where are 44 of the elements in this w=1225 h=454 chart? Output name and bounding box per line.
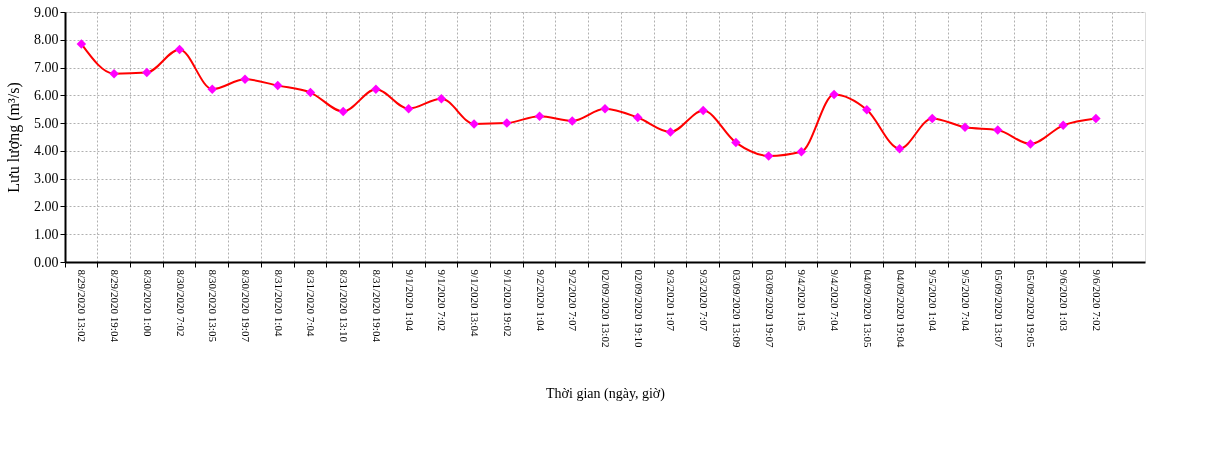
x-tick-label: 02/09/2020 19:10 xyxy=(632,269,645,348)
y-tick-label: 1.00 xyxy=(34,226,59,242)
x-tick-label: 8/31/2020 19:04 xyxy=(370,269,383,343)
y-tick-label: 2.00 xyxy=(34,198,59,214)
y-tick-label: 8.00 xyxy=(34,32,59,48)
x-tick-label: 9/6/2020 7:02 xyxy=(1090,269,1103,331)
x-tick-label: 9/6/2020 1:03 xyxy=(1058,269,1071,332)
y-tick-label: 0.00 xyxy=(34,254,59,270)
x-tick-label: 9/1/2020 13:04 xyxy=(469,269,482,337)
x-tick-label: 03/09/2020 13:09 xyxy=(730,269,743,348)
x-tick-label: 9/5/2020 1:04 xyxy=(927,269,940,332)
x-tick-label: 9/2/2020 7:07 xyxy=(567,269,580,332)
y-tick-label: 5.00 xyxy=(34,115,59,131)
x-tick-label: 9/4/2020 7:04 xyxy=(829,269,842,332)
x-tick-label: 9/3/2020 7:07 xyxy=(698,269,711,332)
x-tick-label: 05/09/2020 19:05 xyxy=(1025,269,1038,348)
x-tick-label: 03/09/2020 19:07 xyxy=(763,269,776,348)
x-axis-title: Thời gian (ngày, giờ) xyxy=(546,386,666,403)
x-tick-label: 04/09/2020 13:05 xyxy=(861,269,874,348)
x-tick-label: 8/31/2020 7:04 xyxy=(305,269,318,337)
x-tick-label: 8/30/2020 7:02 xyxy=(174,269,187,337)
y-tick-label: 4.00 xyxy=(34,143,59,159)
x-tick-label: 9/3/2020 1:07 xyxy=(665,269,678,332)
x-tick-label: 9/2/2020 1:04 xyxy=(534,269,547,332)
x-tick-label: 8/31/2020 13:10 xyxy=(338,269,351,343)
x-tick-label: 8/30/2020 13:05 xyxy=(207,269,220,343)
y-tick-label: 6.00 xyxy=(34,87,59,103)
x-tick-label: 8/29/2020 19:04 xyxy=(109,269,122,343)
x-tick-label: 8/31/2020 1:04 xyxy=(272,269,285,337)
y-tick-label: 9.00 xyxy=(34,4,59,20)
x-tick-label: 9/1/2020 19:02 xyxy=(501,269,514,337)
x-tick-label: 02/09/2020 13:02 xyxy=(600,269,612,348)
x-tick-label: 9/1/2020 7:02 xyxy=(436,269,449,331)
x-tick-label: 8/30/2020 19:07 xyxy=(240,269,252,343)
y-tick-label: 7.00 xyxy=(34,60,59,76)
y-axis-title: Lưu lượng (m³/s) xyxy=(5,82,23,193)
x-tick-label: 04/09/2020 19:04 xyxy=(894,269,907,348)
x-tick-label: 05/09/2020 13:07 xyxy=(992,269,1005,348)
x-tick-label: 8/30/2020 1:00 xyxy=(141,269,154,337)
x-tick-label: 9/5/2020 7:04 xyxy=(960,269,972,332)
x-tick-label: 9/1/2020 1:04 xyxy=(403,269,416,332)
x-tick-label: 8/29/2020 13:02 xyxy=(76,269,89,342)
y-tick-label: 3.00 xyxy=(34,171,59,187)
x-tick-label: 9/4/2020 1:05 xyxy=(796,269,809,332)
